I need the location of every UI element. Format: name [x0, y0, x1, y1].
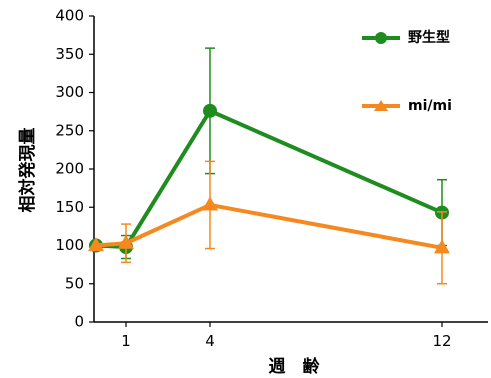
- y-tick-label: 150: [55, 198, 84, 216]
- y-tick-label: 300: [55, 83, 84, 101]
- y-axis-ticks: 0 50 100 150 200 250 300 350 400: [55, 7, 94, 331]
- legend-marker: [375, 32, 387, 44]
- series-line: [95, 202, 443, 250]
- data-point: [118, 234, 134, 249]
- x-tick-label: 4: [205, 332, 215, 350]
- y-tick-label: 250: [55, 121, 84, 139]
- series-layer: [88, 47, 450, 285]
- axes: [93, 16, 488, 323]
- y-tick-label: 350: [55, 45, 84, 63]
- series-line: [95, 108, 443, 250]
- x-tick-label: 1: [121, 332, 131, 350]
- data-point: [202, 196, 218, 211]
- data-point: [88, 237, 104, 252]
- y-tick-label: 50: [65, 274, 84, 292]
- legend-label: mi/mi: [408, 98, 452, 114]
- y-tick-label: 200: [55, 160, 84, 178]
- y-tick-label: 400: [55, 7, 84, 25]
- legend: 野生型 mi/mi: [362, 29, 452, 114]
- x-tick-label: 12: [432, 332, 451, 350]
- legend-label: 野生型: [408, 29, 450, 46]
- y-tick-label: 100: [55, 236, 84, 254]
- y-axis-title: 相対発現量: [17, 128, 38, 213]
- y-tick-label: 0: [74, 313, 84, 331]
- data-point: [203, 103, 217, 118]
- series-wild-type: [89, 47, 449, 260]
- data-point: [434, 239, 450, 254]
- legend-marker: [374, 100, 388, 111]
- x-axis-title: 週 齢: [269, 356, 321, 377]
- series-mi-mi: [88, 160, 450, 285]
- x-axis-ticks: 1 4 12: [121, 322, 452, 350]
